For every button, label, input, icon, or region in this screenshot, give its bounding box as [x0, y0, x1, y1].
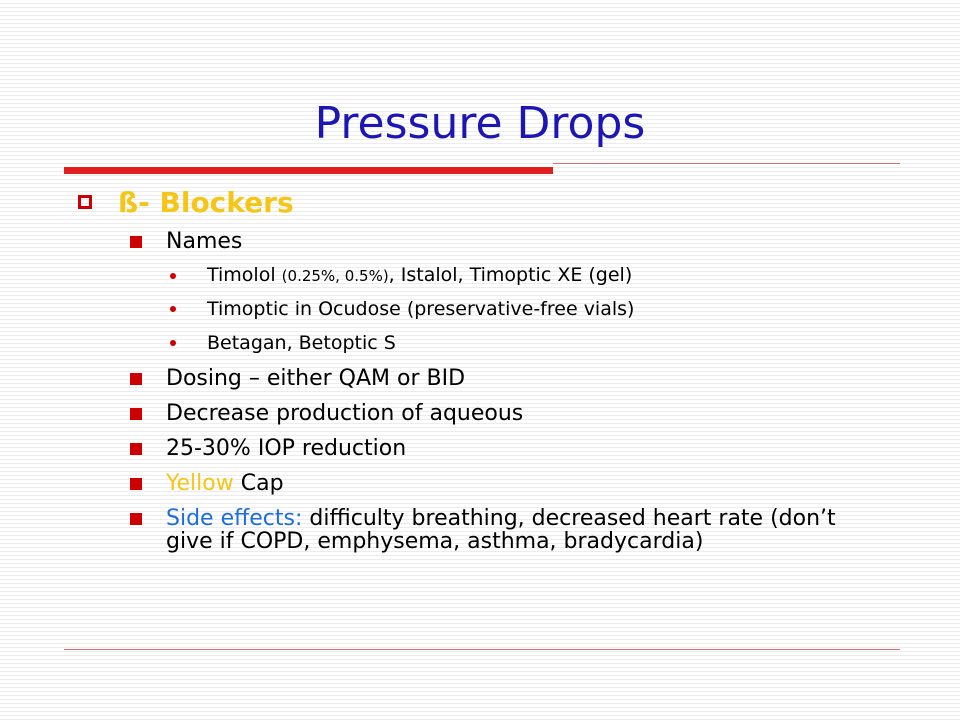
sub-bullet-betagan: Betagan, Betoptic S — [170, 330, 396, 356]
sub-bullet-timolol: Timolol (0.25%, 0.5%), Istalol, Timoptic… — [170, 262, 632, 289]
dosing-text: Dosing – either QAM or BID — [166, 366, 466, 391]
iop-text: 25-30% IOP reduction — [166, 436, 407, 461]
square-bullet-icon — [130, 513, 142, 525]
sub-bullet-text: Betagan, Betoptic S — [207, 332, 396, 354]
names-label: Names — [166, 229, 243, 254]
sub-bullet-text: Timolol (0.25%, 0.5%), Istalol, Timoptic… — [207, 262, 632, 289]
section-heading-label: ß- Blockers — [118, 185, 294, 219]
sub-bullet-ocudose: Timoptic in Ocudose (preservative-free v… — [170, 296, 634, 322]
bullet-names: Names — [130, 230, 846, 253]
square-bullet-icon — [130, 478, 142, 490]
side-effects-detail: difficulty breathing, decreased heart ra… — [166, 506, 836, 554]
sub-bullet-text: Timoptic in Ocudose (preservative-free v… — [207, 298, 635, 320]
drug-concentration: (0.25%, 0.5%) — [281, 267, 389, 285]
bullet-iop: 25-30% IOP reduction — [130, 437, 846, 460]
cap-rest: Cap — [233, 471, 284, 496]
title-underline-thick — [64, 167, 553, 174]
section-heading: ß- Blockers — [78, 184, 294, 220]
title-underline-thin — [553, 163, 900, 164]
hollow-square-bullet-icon — [78, 195, 92, 209]
side-effects-text: Side effects: difficulty breathing, decr… — [166, 507, 846, 553]
dot-bullet-icon — [170, 340, 176, 346]
slide-title: Pressure Drops — [314, 98, 646, 149]
cap-color-word: Yellow — [166, 471, 234, 496]
side-effects-label: Side effects: — [166, 506, 303, 531]
dot-bullet-icon — [170, 306, 176, 312]
footer-divider — [64, 649, 900, 650]
mechanism-text: Decrease production of aqueous — [166, 401, 524, 426]
bullet-mechanism: Decrease production of aqueous — [130, 402, 846, 425]
square-bullet-icon — [130, 443, 142, 455]
square-bullet-icon — [130, 373, 142, 385]
bullet-dosing: Dosing – either QAM or BID — [130, 367, 846, 390]
square-bullet-icon — [130, 236, 142, 248]
square-bullet-icon — [130, 408, 142, 420]
bullet-cap: Yellow Cap — [130, 472, 846, 495]
cap-text: Yellow Cap — [166, 472, 846, 495]
drug-name: Timolol — [207, 264, 276, 286]
drug-alternatives: , Istalol, Timoptic XE (gel) — [388, 264, 633, 286]
bullet-side-effects: Side effects: difficulty breathing, decr… — [130, 507, 846, 553]
dot-bullet-icon — [170, 272, 176, 279]
